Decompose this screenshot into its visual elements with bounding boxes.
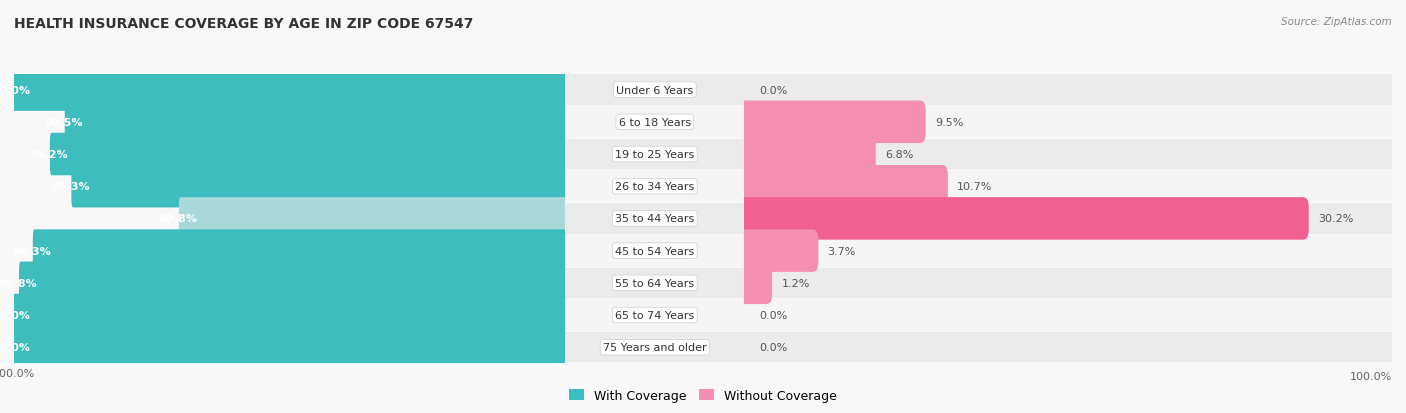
Text: 55 to 64 Years: 55 to 64 Years [616,278,695,288]
FancyBboxPatch shape [738,230,818,272]
Text: 90.5%: 90.5% [45,118,83,128]
FancyBboxPatch shape [744,75,1392,105]
FancyBboxPatch shape [565,268,744,298]
Text: 93.2%: 93.2% [30,150,67,160]
FancyBboxPatch shape [738,198,1309,240]
Text: 75 Years and older: 75 Years and older [603,342,707,352]
Text: 3.7%: 3.7% [828,246,856,256]
Text: 100.0%: 100.0% [1350,371,1392,382]
Text: 30.2%: 30.2% [1317,214,1354,224]
FancyBboxPatch shape [20,262,567,304]
Text: 1.2%: 1.2% [782,278,810,288]
Legend: With Coverage, Without Coverage: With Coverage, Without Coverage [564,384,842,407]
FancyBboxPatch shape [0,75,14,105]
Text: 98.8%: 98.8% [0,278,37,288]
Text: 19 to 25 Years: 19 to 25 Years [616,150,695,160]
FancyBboxPatch shape [565,107,744,138]
FancyBboxPatch shape [744,268,1392,298]
Text: 0.0%: 0.0% [759,342,787,352]
FancyBboxPatch shape [744,332,1392,363]
FancyBboxPatch shape [565,172,744,202]
FancyBboxPatch shape [13,69,567,112]
FancyBboxPatch shape [744,236,1392,266]
Text: 6.8%: 6.8% [884,150,914,160]
Text: 69.8%: 69.8% [157,214,197,224]
Text: 26 to 34 Years: 26 to 34 Years [616,182,695,192]
Text: 9.5%: 9.5% [935,118,963,128]
FancyBboxPatch shape [32,230,567,272]
FancyBboxPatch shape [49,133,567,176]
Text: 10.7%: 10.7% [957,182,993,192]
Text: 0.0%: 0.0% [759,310,787,320]
FancyBboxPatch shape [0,172,14,202]
Text: 0.0%: 0.0% [759,85,787,95]
Text: 6 to 18 Years: 6 to 18 Years [619,118,690,128]
FancyBboxPatch shape [0,140,14,170]
FancyBboxPatch shape [13,294,567,337]
FancyBboxPatch shape [0,268,14,298]
Text: 89.3%: 89.3% [51,182,90,192]
FancyBboxPatch shape [565,236,744,266]
FancyBboxPatch shape [565,332,744,363]
FancyBboxPatch shape [179,198,567,240]
FancyBboxPatch shape [0,107,14,138]
FancyBboxPatch shape [744,107,1392,138]
FancyBboxPatch shape [744,300,1392,330]
FancyBboxPatch shape [0,204,14,234]
FancyBboxPatch shape [738,101,925,144]
FancyBboxPatch shape [565,204,744,234]
Text: Source: ZipAtlas.com: Source: ZipAtlas.com [1281,17,1392,26]
Text: 100.0%: 100.0% [0,310,31,320]
FancyBboxPatch shape [744,140,1392,170]
FancyBboxPatch shape [0,300,14,330]
Text: 96.3%: 96.3% [13,246,51,256]
Text: 35 to 44 Years: 35 to 44 Years [616,214,695,224]
FancyBboxPatch shape [0,236,14,266]
FancyBboxPatch shape [738,133,876,176]
FancyBboxPatch shape [65,101,567,144]
FancyBboxPatch shape [565,140,744,170]
FancyBboxPatch shape [0,332,14,363]
Text: Under 6 Years: Under 6 Years [616,85,693,95]
Text: 100.0%: 100.0% [0,85,31,95]
Text: HEALTH INSURANCE COVERAGE BY AGE IN ZIP CODE 67547: HEALTH INSURANCE COVERAGE BY AGE IN ZIP … [14,17,474,31]
FancyBboxPatch shape [744,204,1392,234]
Text: 45 to 54 Years: 45 to 54 Years [616,246,695,256]
FancyBboxPatch shape [13,326,567,368]
FancyBboxPatch shape [738,166,948,208]
Text: 65 to 74 Years: 65 to 74 Years [616,310,695,320]
FancyBboxPatch shape [72,166,567,208]
FancyBboxPatch shape [565,75,744,105]
FancyBboxPatch shape [744,172,1392,202]
FancyBboxPatch shape [738,262,772,304]
FancyBboxPatch shape [565,300,744,330]
Text: 100.0%: 100.0% [0,342,31,352]
